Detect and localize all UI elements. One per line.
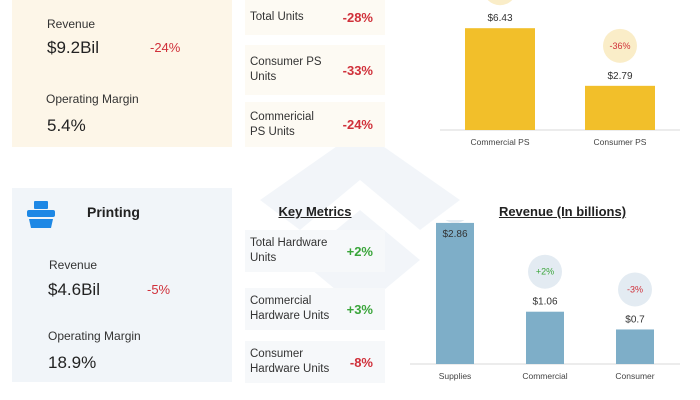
metric-label: Consumer Hardware Units: [250, 348, 330, 375]
metric-change: -28%: [342, 10, 373, 25]
metric-label: Consumer PS Units: [250, 56, 322, 83]
category-label: Consumer: [615, 371, 654, 381]
ps-metric-card: Total Units -28%: [245, 0, 385, 35]
ps-metric-card: Commericial PS Units -24%: [245, 102, 385, 147]
value-label: $2.86: [442, 229, 467, 240]
printing-metric-card: Consumer Hardware Units -8%: [245, 341, 385, 383]
category-label: Commercial PS: [470, 137, 529, 147]
printing-revenue-label: Revenue: [49, 258, 98, 272]
metric-label: Total Hardware Units: [250, 237, 328, 264]
ps-revenue-value: $9.2Bil: [47, 38, 99, 57]
printing-revenue-chart: $2.86Supplies-7%$1.06Commercial+2%$0.7Co…: [410, 220, 680, 381]
ps-revenue-change: -24%: [150, 40, 181, 55]
category-label: Consumer PS: [594, 137, 647, 147]
metric-label: Commercial Hardware Units: [250, 295, 330, 322]
metric-change: -33%: [342, 62, 373, 78]
change-bubble: [603, 28, 637, 63]
metric-change: +3%: [346, 301, 373, 317]
printing-margin-value: 18.9%: [48, 353, 97, 372]
metric-label: Total Units: [250, 11, 304, 23]
printing-revenue-value: $4.6Bil: [48, 280, 100, 299]
printing-metric-card: Total Hardware Units +2%: [245, 230, 385, 272]
revenue-chart-title: Revenue (In billions): [498, 204, 627, 219]
bar: [465, 28, 535, 130]
category-label: Commercial: [522, 371, 567, 381]
printing-metric-card: Commercial Hardware Units +3%: [245, 288, 385, 330]
metric-change: +2%: [346, 243, 373, 259]
metric-change: -24%: [342, 117, 373, 132]
value-label: $2.79: [607, 71, 632, 82]
change-bubble: [528, 254, 562, 289]
ps-metric-card: Consumer PS Units -33%: [245, 45, 385, 95]
personal-systems-panel: [12, 0, 232, 147]
bar: [526, 311, 564, 364]
metric-label: Commericial PS Units: [250, 110, 314, 138]
value-label: $6.43: [487, 13, 512, 24]
key-metrics-title: Key Metrics: [278, 204, 352, 219]
change-bubble: [445, 220, 465, 223]
category-label: Supplies: [439, 371, 472, 381]
ps-margin-label: Operating Margin: [46, 92, 139, 106]
change-bubble: [487, 0, 513, 6]
ps-revenue-label: Revenue: [47, 17, 96, 31]
change-label: +2%: [536, 267, 554, 277]
bar: [616, 329, 654, 364]
change-label: -36%: [609, 41, 630, 51]
ps-revenue-chart: $6.43 Commercial PS $2.79 Consumer PS -36%: [440, 0, 680, 147]
printing-margin-label: Operating Margin: [48, 329, 141, 343]
change-bubble: [618, 272, 652, 307]
ps-margin-value: 5.4%: [47, 116, 86, 135]
value-label: $0.7: [625, 314, 645, 325]
bar: [585, 85, 655, 130]
metric-change: -8%: [349, 354, 373, 370]
printing-revenue-change: -5%: [147, 282, 171, 297]
printing-title: Printing: [87, 204, 140, 220]
value-label: $1.06: [532, 297, 557, 308]
change-label: -3%: [627, 284, 643, 294]
bar: [436, 222, 474, 364]
printer-icon: [27, 201, 55, 228]
